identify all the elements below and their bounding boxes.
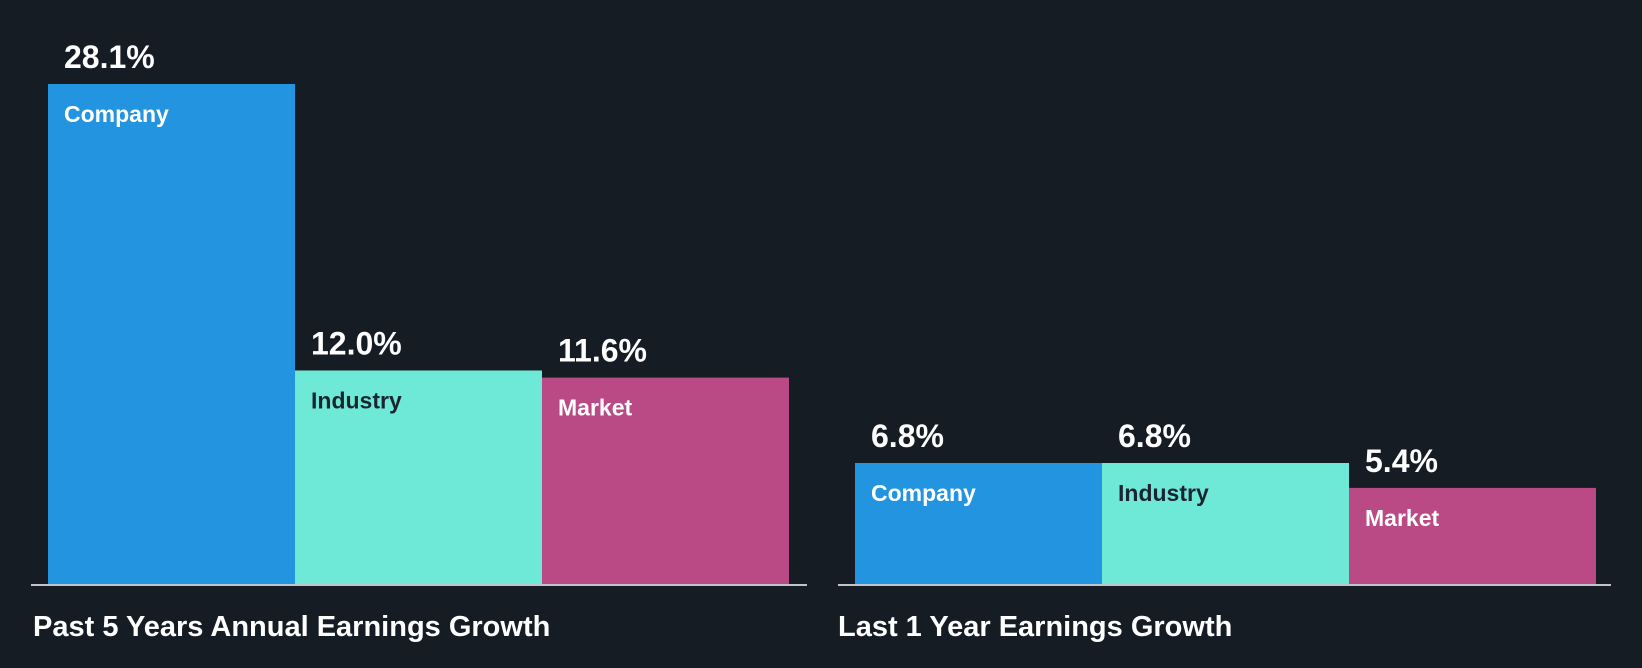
last-1-year-market-value-label: 5.4% [1365,443,1438,479]
last-1-year-industry-value-label: 6.8% [1118,418,1191,454]
past-5-years-market-bar [542,377,789,584]
last-1-year-industry-category-label: Industry [1118,480,1209,506]
last-1-year-company-bar [855,463,1102,584]
past-5-years-industry-category-label: Industry [311,387,402,413]
past-5-years-company-category-label: Company [64,101,169,127]
last-1-year-market-bar [1349,487,1596,584]
past-5-years-chart-title: Past 5 Years Annual Earnings Growth [33,611,550,643]
past-5-years-chart: 28.1% Company 12.0% Industry 11.6% Market Past… [31,39,807,643]
last-1-year-industry-bar [1102,463,1349,584]
last-1-year-company-category-label: Company [871,480,976,506]
past-5-years-industry-value-label: 12.0% [311,325,402,361]
last-1-year-chart-title: Last 1 Year Earnings Growth [838,611,1232,643]
last-1-year-market-category-label: Market [1365,505,1439,531]
last-1-year-company-value-label: 6.8% [871,418,944,454]
past-5-years-market-value-label: 11.6% [558,333,647,369]
past-5-years-market-category-label: Market [558,395,632,421]
past-5-years-company-value-label: 28.1% [64,39,155,75]
last-1-year-chart: 6.8% Company 6.8% Industry 5.4% Market Last 1 … [838,418,1611,643]
past-5-years-industry-bar [295,370,542,584]
past-5-years-company-bar [48,84,295,584]
